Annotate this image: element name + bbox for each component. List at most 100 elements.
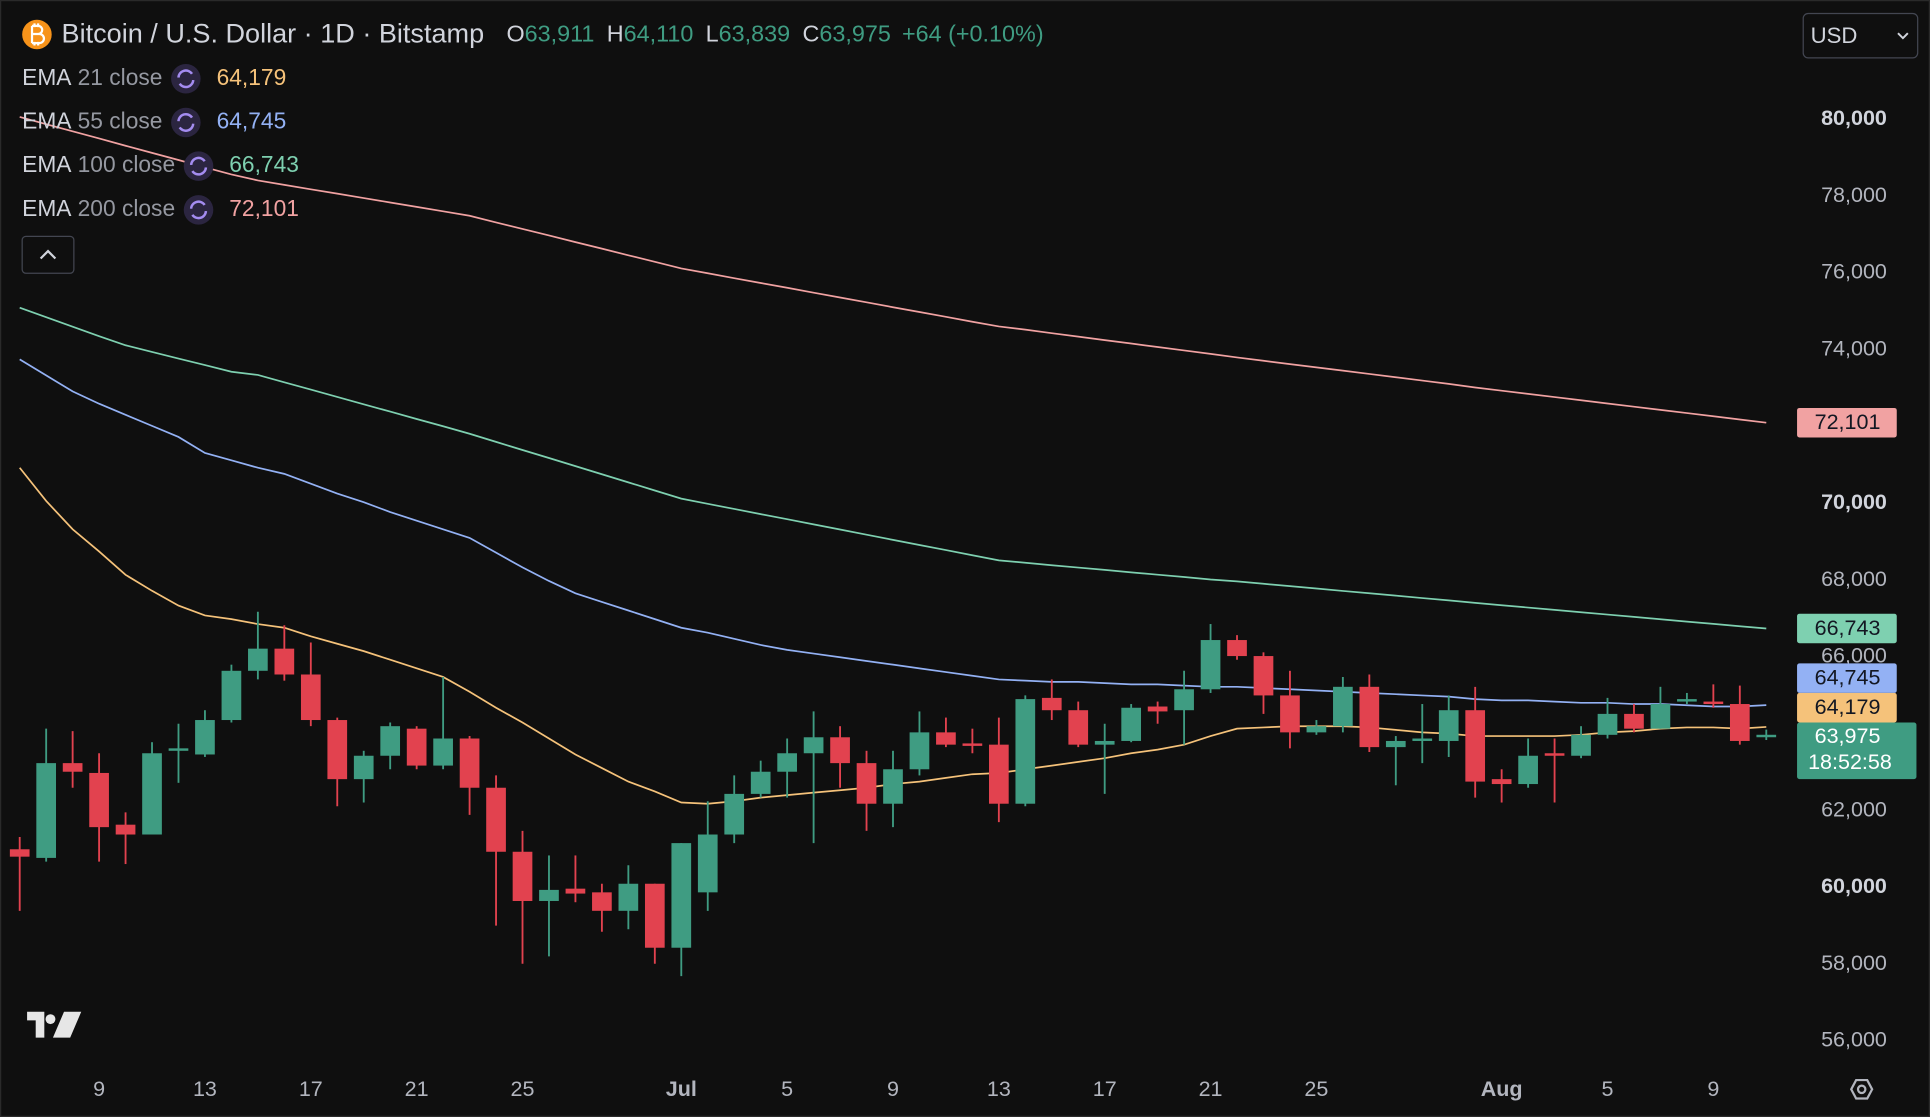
legend-icon-arrows: [189, 200, 208, 220]
collapse-icon: [39, 249, 57, 260]
ema-badge: [1797, 407, 1897, 438]
ema-line: [19, 116, 1767, 424]
x-tick-label: 13: [987, 1077, 1011, 1101]
candle-body: [1333, 686, 1353, 727]
candle-body: [1412, 738, 1433, 741]
candle-body: [9, 849, 30, 857]
candle-body: [380, 726, 401, 756]
collapse-button[interactable]: [21, 235, 75, 274]
candle-body: [750, 771, 771, 794]
y-tick-label: 60,000: [1821, 874, 1887, 898]
plot: [9, 116, 1777, 977]
candle-body: [697, 834, 718, 893]
candle-body: [459, 738, 480, 788]
ema-line: [19, 306, 1767, 630]
y-tick-label: 56,000: [1821, 1028, 1887, 1052]
candle-body: [1227, 640, 1247, 657]
ema-badge-label: 64,745: [1815, 665, 1881, 689]
currency: USD: [1811, 23, 1858, 48]
candle-body: [1518, 755, 1538, 785]
ema-badge: [1797, 663, 1897, 693]
candle-body: [433, 738, 453, 766]
legend-params: 200 close: [78, 195, 175, 221]
x-tick-label: 9: [93, 1077, 105, 1101]
time-axis: 9 13 17 21 25 Jul 5 9 13 17 21 25 Aug 5 9: [93, 1077, 1719, 1101]
x-tick-label: Aug: [1481, 1077, 1523, 1101]
candle-body: [803, 737, 824, 754]
candle-body: [1624, 713, 1644, 729]
candle-body: [1438, 710, 1459, 741]
candle-body: [512, 851, 533, 901]
candle-body: [830, 737, 850, 764]
x-tick-label: 21: [405, 1077, 429, 1101]
settings-center: [1856, 1084, 1867, 1095]
candle-body: [777, 753, 797, 772]
x-tick-label: 13: [193, 1077, 217, 1101]
legend-params: 55 close: [78, 107, 163, 133]
y-tick-label: 62,000: [1821, 797, 1887, 821]
legend-icon: [183, 151, 214, 181]
candle-body: [856, 763, 877, 804]
ema-badge-label: 66,743: [1815, 616, 1881, 640]
candle-body: [195, 720, 215, 755]
y-tick-label: 78,000: [1821, 183, 1887, 207]
settings-icon[interactable]: [1849, 1078, 1874, 1100]
legend-params: 100 close: [78, 151, 175, 177]
candle-body: [1703, 701, 1724, 705]
y-tick-label: 58,000: [1821, 951, 1887, 975]
ohlc-key: L: [706, 21, 719, 47]
candle-body: [1068, 710, 1089, 745]
legend-icon: [171, 107, 201, 138]
x-tick-label: 9: [1707, 1077, 1719, 1101]
candle-body: [406, 728, 427, 766]
candle-body: [62, 763, 83, 772]
candle-body: [989, 744, 1009, 804]
y-tick-label: 68,000: [1821, 567, 1887, 591]
x-tick-label: 17: [299, 1077, 323, 1101]
legend-icon: [171, 64, 201, 94]
ohlc-value: 63,975: [819, 21, 890, 47]
candle-body: [327, 720, 348, 780]
candle-body: [1306, 726, 1327, 733]
candle-body: [592, 892, 612, 911]
change: +64 (+0.10%): [902, 21, 1044, 47]
candle-body: [1544, 753, 1565, 756]
countdown: 18:52:58: [1808, 750, 1892, 774]
legend-value: 72,101: [229, 195, 299, 221]
candle-body: [1147, 706, 1168, 712]
x-tick-label: Jul: [666, 1077, 697, 1101]
ohlc-value: 64,110: [624, 21, 694, 47]
ema-badge-label: 64,179: [1815, 695, 1881, 719]
candle-body: [1253, 656, 1274, 696]
candle-body: [142, 753, 162, 835]
ohlc-value: 63,911: [525, 21, 595, 47]
legend-name: EMA: [22, 64, 72, 90]
candle-body: [644, 883, 665, 948]
legend-icon: [183, 195, 214, 225]
candle-body: [724, 793, 745, 835]
y-tick-label: 70,000: [1821, 490, 1887, 514]
candle-body: [168, 748, 189, 751]
candle-body: [1359, 686, 1380, 748]
candle-body: [274, 648, 295, 675]
header: Bitcoin / U.S. Dollar · 1D · Bitstamp O6…: [62, 18, 1044, 49]
legend-icon-arrows: [177, 113, 195, 132]
candle-body: [618, 883, 639, 911]
ema-badge: [1797, 613, 1897, 644]
candle-body: [1677, 699, 1697, 702]
candle-body: [1571, 734, 1591, 756]
candle-body: [909, 732, 930, 770]
candle-body: [1200, 640, 1221, 690]
legend-name: EMA: [22, 195, 72, 221]
legend-entry: EMA 21 close: [22, 64, 162, 90]
y-tick-label: 80,000: [1821, 106, 1887, 130]
currency-select[interactable]: [1802, 12, 1919, 59]
candle-body: [248, 648, 268, 671]
candle-body: [1094, 740, 1115, 745]
candle-body: [353, 755, 374, 780]
legend-params: 21 close: [78, 64, 163, 90]
y-tick-label: 76,000: [1821, 260, 1887, 284]
